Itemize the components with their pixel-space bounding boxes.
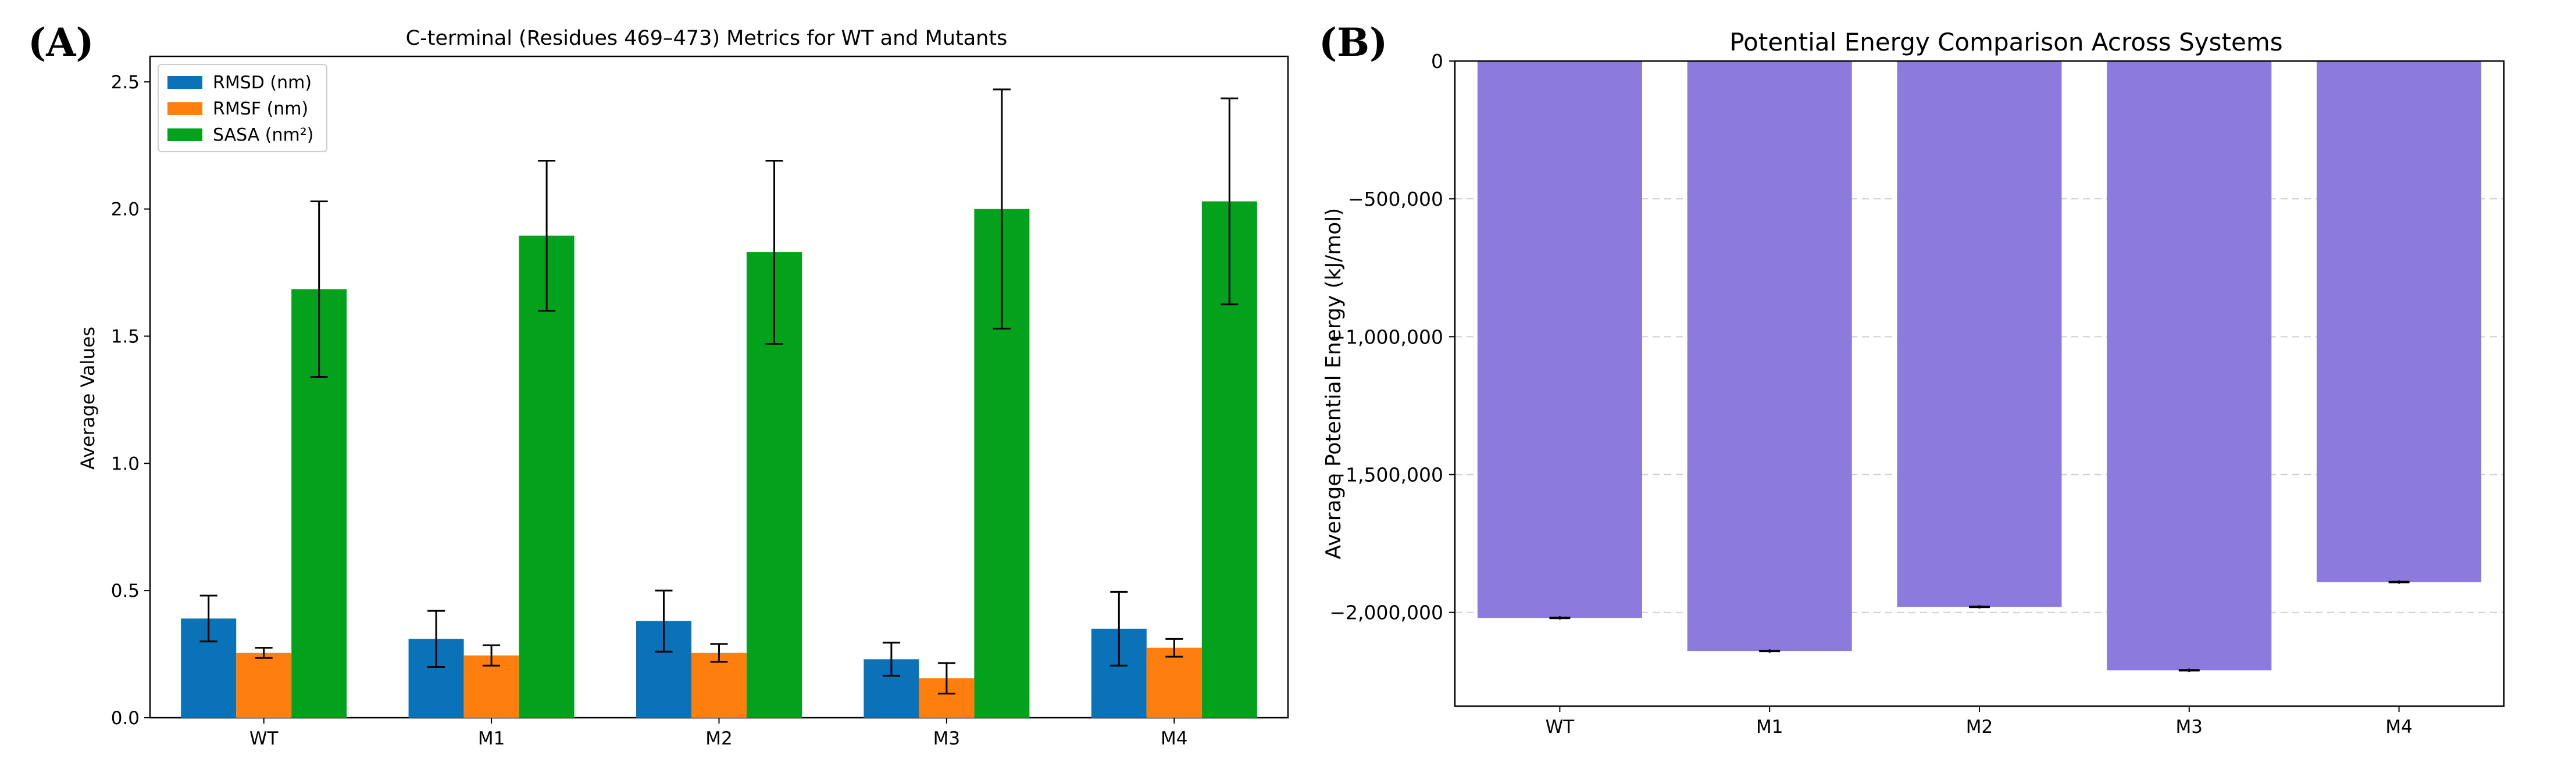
chart-a-xtick-label: WT xyxy=(249,728,279,749)
chart-b-xtick-label: M3 xyxy=(2176,717,2203,737)
chart-b-xtick-label: M2 xyxy=(1966,717,1993,737)
chart-a-ytick-label: 1.0 xyxy=(111,453,140,474)
chart-b-ylabel: Average Potential Energy (kJ/mol) xyxy=(1322,208,1346,560)
chart-a-xtick-label: M1 xyxy=(478,728,505,749)
chart-a-legend-label: RMSD (nm) xyxy=(213,73,312,93)
chart-a-ytick-label: 2.5 xyxy=(111,72,140,93)
chart-b-bar xyxy=(2107,61,2272,671)
chart-a-legend-label: RMSF (nm) xyxy=(213,99,308,119)
chart-b-bar xyxy=(1897,61,2062,607)
chart-a-bar-rmsf xyxy=(691,653,747,718)
chart-a-bar-sasa xyxy=(519,235,575,718)
chart-b-ytick-label: −2,000,000 xyxy=(1329,602,1443,624)
chart-b-ytick-label: 0 xyxy=(1431,50,1443,73)
chart-a-ytick-label: 2.0 xyxy=(111,199,140,220)
chart-a-legend-label: SASA (nm²) xyxy=(213,125,313,145)
panel-a-label: (A) xyxy=(28,20,94,65)
chart-a-legend-swatch xyxy=(167,128,202,141)
chart-b-ytick-label: −1,500,000 xyxy=(1329,464,1443,486)
chart-b-bar xyxy=(1687,61,1852,651)
chart-a-ytick-label: 1.5 xyxy=(111,326,140,347)
chart-b-bar xyxy=(1477,61,1642,618)
chart-b-plot: 0 −500,000 −1,000,000 −1,500,000 −2,000,000 W… xyxy=(1329,50,2505,737)
chart-b-xtick-label: WT xyxy=(1546,717,1575,737)
chart-b-xtick-label: M4 xyxy=(2385,717,2412,737)
panel-b-label: (B) xyxy=(1319,20,1387,65)
chart-b-xtick-label: M1 xyxy=(1756,717,1783,737)
chart-a-ylabel: Average Values xyxy=(77,327,99,470)
chart-b: Potential Energy Comparison Across Syste… xyxy=(1322,28,2505,737)
chart-a-xtick-label: M2 xyxy=(705,728,732,749)
chart-b-bar xyxy=(2317,61,2482,582)
chart-a-title: C-terminal (Residues 469–473) Metrics fo… xyxy=(406,27,1008,50)
chart-a-legend-swatch xyxy=(167,76,202,89)
chart-a-ytick-label: 0.5 xyxy=(111,581,140,602)
chart-b-ytick-label: −500,000 xyxy=(1348,188,1443,210)
chart-a-plot: 0.0 0.5 1.0 1.5 2.0 2.5 WT M1 M2 M3 M4 RMSD (nm) RMS… xyxy=(111,55,1289,749)
chart-a-ytick-label: 0.0 xyxy=(111,708,140,729)
chart-a-bar-rmsf xyxy=(236,653,292,718)
chart-b-title: Potential Energy Comparison Across Syste… xyxy=(1729,28,2282,56)
chart-a: C-terminal (Residues 469–473) Metrics fo… xyxy=(77,27,1289,749)
chart-a-legend-swatch xyxy=(167,102,202,115)
chart-a-xtick-label: M3 xyxy=(933,728,960,749)
chart-a-bar-rmsf xyxy=(1146,647,1202,718)
chart-b-ytick-label: −1,000,000 xyxy=(1329,325,1443,348)
chart-a-xtick-label: M4 xyxy=(1161,728,1187,749)
